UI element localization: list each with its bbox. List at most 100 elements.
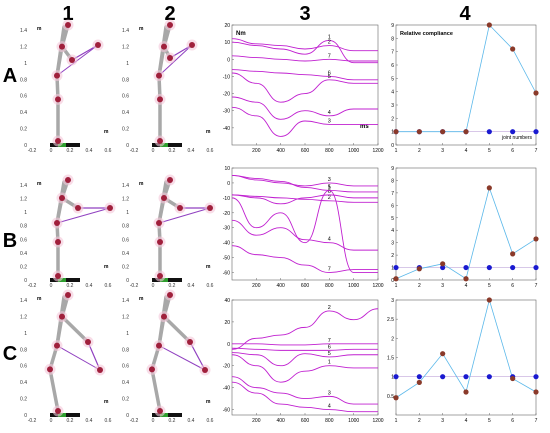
skeleton-y-unit: m bbox=[139, 26, 144, 32]
baseline-point bbox=[463, 264, 469, 271]
x-tick-label: 6 bbox=[511, 418, 514, 424]
skeleton-y-tick: 0.2 bbox=[122, 127, 129, 133]
skeleton-y-tick: 1.4 bbox=[20, 183, 27, 189]
baseline-point bbox=[486, 374, 492, 380]
y-tick-label: -40 bbox=[223, 126, 230, 132]
shank-segment bbox=[150, 367, 162, 413]
compliance-point bbox=[510, 251, 516, 257]
skeleton-x-tick: 0.6 bbox=[105, 148, 112, 154]
x-tick-label: 1000 bbox=[348, 283, 359, 289]
y-tick-label: 1 bbox=[391, 375, 394, 381]
baseline-point bbox=[440, 264, 446, 271]
series-label-4: 4 bbox=[328, 404, 331, 410]
shoulder-joint bbox=[161, 313, 167, 320]
skeleton-y-tick: 0.4 bbox=[122, 251, 129, 257]
y-tick-label: -40 bbox=[223, 386, 230, 392]
series-label-4: 4 bbox=[328, 237, 331, 243]
series-label-1: 1 bbox=[328, 34, 331, 40]
series-line-7 bbox=[231, 245, 378, 273]
ankle-joint bbox=[157, 408, 163, 414]
ground-marker bbox=[58, 143, 66, 147]
series-label-1: 1 bbox=[328, 184, 331, 190]
column-header-4: 4 bbox=[459, 3, 471, 25]
skeleton-y-tick: 1.4 bbox=[20, 28, 27, 34]
series-label-2: 2 bbox=[328, 40, 331, 46]
skeleton-y-unit: m bbox=[139, 181, 144, 187]
knee-joint bbox=[149, 366, 155, 373]
compliance-point bbox=[463, 389, 469, 395]
y-tick-label: 0 bbox=[227, 342, 230, 348]
skeleton-y-tick: 0.8 bbox=[122, 77, 129, 83]
skeleton-x-tick: 0.2 bbox=[169, 148, 176, 154]
y-axis-label: Nm bbox=[236, 31, 246, 37]
skeleton-panel-1: 1.41.210.80.60.40.20-0.2 0 0.2 0.4 0.6mm bbox=[20, 19, 112, 154]
y-tick-label: 10 bbox=[224, 40, 230, 46]
skeleton-y-tick: 1.2 bbox=[20, 44, 27, 50]
x-tick-label: 1 bbox=[395, 148, 398, 154]
skeleton-y-tick: 1.2 bbox=[122, 44, 129, 50]
skeleton-y-tick: 0.8 bbox=[20, 77, 27, 83]
x-tick-label: 6 bbox=[511, 283, 514, 289]
y-tick-label: 3 bbox=[391, 103, 394, 109]
skeleton-y-unit: m bbox=[37, 26, 42, 32]
compliance-point bbox=[440, 351, 446, 357]
head-joint bbox=[167, 292, 173, 298]
skeleton-y-tick: 0 bbox=[126, 413, 129, 419]
skeleton-x-tick: 0.6 bbox=[105, 418, 112, 424]
y-tick-label: -10 bbox=[223, 74, 230, 80]
y-tick-label: -30 bbox=[223, 109, 230, 115]
skeleton-y-tick: 1.4 bbox=[122, 183, 129, 189]
skeleton-y-tick: 0 bbox=[126, 278, 129, 284]
y-tick-label: 9 bbox=[391, 166, 394, 172]
y-tick-label: 8 bbox=[391, 36, 394, 42]
skeleton-y-tick: 0.4 bbox=[20, 251, 27, 257]
skeleton-x-tick: 0.2 bbox=[169, 283, 176, 289]
head-joint bbox=[65, 292, 71, 298]
x-tick-label: 5 bbox=[488, 283, 491, 289]
skeleton-x-unit: m bbox=[206, 129, 211, 135]
compliance-point bbox=[510, 375, 516, 382]
series-label-3: 3 bbox=[328, 177, 331, 183]
series-line-3 bbox=[231, 175, 378, 187]
x-tick-label: 200 bbox=[252, 418, 261, 424]
shoulder-joint bbox=[59, 43, 65, 50]
series-label-5: 5 bbox=[328, 74, 331, 80]
x-tick-label: 1200 bbox=[372, 418, 383, 424]
x-tick-label: 7 bbox=[535, 148, 538, 154]
row-header-C: C bbox=[3, 343, 17, 365]
x-tick-label: 4 bbox=[465, 283, 468, 289]
series-line-3 bbox=[231, 106, 378, 137]
column-header-3: 3 bbox=[299, 3, 310, 25]
hip-joint bbox=[156, 342, 162, 349]
plot-frame bbox=[231, 167, 379, 281]
x-tick-label: 4 bbox=[465, 148, 468, 154]
baseline-point bbox=[486, 264, 492, 271]
row-header-A: A bbox=[3, 65, 17, 87]
series-label-5: 5 bbox=[328, 184, 331, 190]
skeleton-y-tick: 0 bbox=[24, 413, 27, 419]
knee-joint bbox=[55, 239, 61, 245]
hip-joint bbox=[54, 342, 60, 349]
ground-marker bbox=[160, 143, 168, 147]
y-tick-label: 2 bbox=[391, 116, 394, 122]
skeleton-x-tick: 0 bbox=[152, 418, 155, 424]
series-line-6 bbox=[231, 194, 378, 205]
row-header-B: B bbox=[3, 230, 17, 252]
ground-marker bbox=[160, 278, 168, 282]
ankle-joint bbox=[157, 273, 163, 279]
plot-frame bbox=[395, 299, 537, 416]
y-tick-label: -20 bbox=[223, 211, 230, 217]
skeleton-x-tick: 0.6 bbox=[207, 283, 214, 289]
skeleton-y-tick: 0.4 bbox=[122, 110, 129, 116]
wrist-joint bbox=[189, 42, 195, 48]
chart-panel-C4: 3 2.5 2 1.5 1 0.5 1 2 3 4 5 6 7 bbox=[387, 297, 539, 424]
skeleton-x-tick: 0 bbox=[50, 418, 53, 424]
reach-segment bbox=[158, 207, 211, 224]
x-tick-label: 7 bbox=[535, 283, 538, 289]
compliance-point bbox=[533, 389, 539, 395]
series-label-3: 3 bbox=[328, 118, 331, 124]
skeleton-y-unit: m bbox=[139, 296, 144, 302]
skeleton-y-tick: 1.2 bbox=[20, 197, 27, 203]
chart-title: Relative compliance bbox=[400, 31, 453, 37]
